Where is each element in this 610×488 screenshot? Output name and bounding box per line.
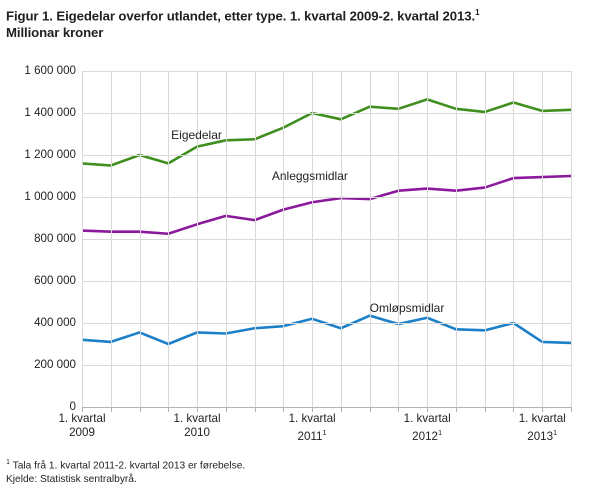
x-axis-tick-label: 1. kvartal 20111: [289, 412, 336, 444]
series-line-omløpsmidlar: [82, 314, 571, 346]
x-axis-tick-label: 1. kvartal 2010: [174, 412, 221, 440]
x-label-line-1: 1. kvartal: [518, 412, 566, 425]
x-axis-tick-label: 1. kvartal 20121: [404, 412, 451, 444]
y-axis-tick-label: 1 000 000: [24, 190, 76, 203]
y-axis-tick-label: 200 000: [34, 358, 76, 371]
x-axis-tick: [456, 407, 457, 412]
series-label-anleggsmidlar: Anleggsmidlar: [271, 169, 348, 184]
x-axis-tick: [82, 407, 83, 412]
footnote-marker: 1: [6, 457, 10, 466]
x-axis-tick: [140, 407, 141, 412]
x-label-line-1: 1. kvartal: [173, 412, 221, 425]
x-axis-tick: [427, 407, 428, 412]
series-line-eigedelar: [82, 98, 571, 167]
y-axis-spine: [82, 71, 83, 407]
footnote-source: Kjelde: Statistisk sentralbyrå.: [6, 473, 137, 485]
x-axis-tick-label: 1. kvartal 2009: [58, 412, 105, 440]
plot-area: Eigedelar Anleggsmidlar Omløpsmidlar: [82, 71, 572, 412]
gridline-vertical: [168, 71, 169, 407]
footnote-note: 1 Tala frå 1. kvartal 2011-2. kvartal 20…: [6, 455, 606, 473]
x-label-line-2: 2009: [69, 426, 95, 439]
x-label-line-2: 2010: [184, 426, 210, 439]
x-axis-tick: [168, 407, 169, 412]
y-axis-tick-label: 0: [69, 400, 76, 413]
gridline-vertical: [197, 71, 198, 407]
gridline-horizontal: [82, 113, 571, 114]
x-axis-tick: [341, 407, 342, 412]
gridline-vertical: [398, 71, 399, 407]
title-text: Figur 1. Eigedelar overfor utlandet, ett…: [6, 8, 476, 24]
gridline-vertical: [140, 71, 141, 407]
x-axis-tick: [312, 407, 313, 412]
gridline-vertical: [312, 71, 313, 407]
y-axis-labels: 0 200 000 400 000 600 000 800 000 1 000 000 1 …: [0, 65, 76, 413]
title-line-2: Millionar kroner: [6, 25, 104, 41]
gridline-vertical: [485, 71, 486, 407]
gridline-horizontal: [82, 155, 571, 156]
y-axis-tick-label: 1 600 000: [24, 64, 76, 77]
x-axis-tick: [197, 407, 198, 412]
x-axis-tick: [370, 407, 371, 412]
series-line-anleggsmidlar: [82, 174, 571, 236]
title-line-1: Figur 1. Eigedelar overfor utlandet, ett…: [6, 4, 606, 24]
gridline-horizontal: [82, 71, 571, 72]
gridline-horizontal: [82, 239, 571, 240]
y-axis-tick-label: 800 000: [34, 232, 76, 245]
gridline-vertical: [283, 71, 284, 407]
x-axis-tick: [513, 407, 514, 412]
x-label-line-2: 20111: [297, 428, 327, 443]
x-label-line-1: 1. kvartal: [58, 412, 106, 425]
x-axis-tick: [571, 407, 572, 412]
gridline-horizontal: [82, 197, 571, 198]
x-axis-tick: [398, 407, 399, 412]
y-axis-tick-label: 1 400 000: [24, 106, 76, 119]
x-axis-tick: [542, 407, 543, 412]
gridline-horizontal: [82, 407, 571, 408]
y-axis-tick-label: 1 200 000: [24, 148, 76, 161]
series-label-eigedelar: Eigedelar: [171, 128, 222, 143]
gridline-vertical: [111, 71, 112, 407]
footnotes: 1 Tala frå 1. kvartal 2011-2. kvartal 20…: [6, 455, 606, 486]
y-axis-tick-label: 600 000: [34, 274, 76, 287]
x-axis-tick-label: 1. kvartal 20131: [519, 412, 566, 444]
gridline-vertical: [341, 71, 342, 407]
x-label-footnote-marker: 1: [322, 428, 327, 437]
gridline-horizontal: [82, 323, 571, 324]
x-label-footnote-marker: 1: [437, 428, 443, 437]
gridline-vertical: [542, 71, 543, 407]
x-label-line-1: 1. kvartal: [288, 412, 336, 425]
x-axis-tick: [226, 407, 227, 412]
gridline-vertical: [456, 71, 457, 407]
x-label-footnote-marker: 1: [553, 428, 558, 437]
x-axis-tick: [485, 407, 486, 412]
gridline-vertical: [370, 71, 371, 407]
y-axis-tick-label: 400 000: [34, 316, 76, 329]
gridline-vertical: [226, 71, 227, 407]
series-label-omløpsmidlar: Omløpsmidlar: [369, 301, 445, 316]
x-axis-tick: [111, 407, 112, 412]
x-label-line-2: 20131: [527, 428, 558, 443]
x-axis-tick: [255, 407, 256, 412]
page-title: Figur 1. Eigedelar overfor utlandet, ett…: [6, 4, 606, 41]
x-label-line-1: 1. kvartal: [403, 412, 451, 425]
gridline-vertical: [255, 71, 256, 407]
x-axis-labels: 1. kvartal 2009 1. kvartal 2010 1. kvartal 20…: [0, 412, 610, 446]
gridline-horizontal: [82, 281, 571, 282]
gridline-vertical: [427, 71, 428, 407]
title-footnote-marker: 1: [475, 8, 480, 17]
x-axis-tick: [283, 407, 284, 412]
footnote-text: Tala frå 1. kvartal 2011-2. kvartal 2013…: [10, 460, 246, 472]
gridline-vertical: [513, 71, 514, 407]
gridline-horizontal: [82, 365, 571, 366]
x-label-line-2: 20121: [412, 428, 443, 443]
gridline-vertical: [571, 71, 572, 407]
chart: 0 200 000 400 000 600 000 800 000 1 000 000 1 …: [0, 56, 610, 446]
